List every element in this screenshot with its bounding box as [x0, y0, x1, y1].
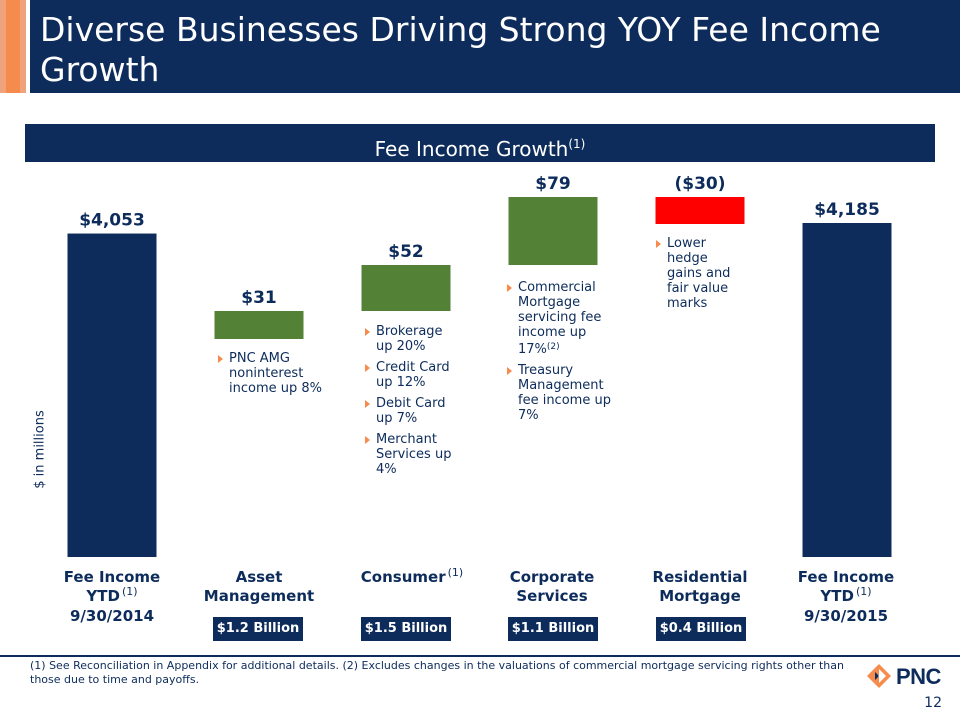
data-label-asset-management: $31 — [241, 288, 277, 308]
bar-residential-mortgage — [655, 197, 745, 224]
category-label-corporate-services: Corporate Services — [509, 568, 595, 605]
bar-asset-management — [214, 311, 304, 339]
bar-consumer — [361, 265, 451, 311]
pnc-logo: PNC — [866, 663, 950, 691]
data-label-start-total: $4,053 — [79, 211, 145, 231]
data-label-consumer: $52 — [388, 242, 424, 262]
corporate-services-notes: Commercial Mortgage servicing fee income… — [505, 280, 613, 429]
footer-divider — [0, 655, 960, 657]
pnc-logo-mark-icon — [867, 664, 891, 688]
residential-mortgage-notes: Lower hedge gains and fair value marks — [654, 236, 738, 317]
footnote: (1) See Reconciliation in Appendix for a… — [30, 659, 844, 686]
section-band: Fee Income Growth(1) — [25, 124, 935, 162]
page-number: 12 — [924, 695, 942, 711]
category-label-consumer: Consumer (1) — [360, 566, 464, 586]
category-label-start: Fee Income YTD (1) 9/30/2014 — [63, 568, 161, 625]
consumer-notes: Brokerage up 20% Credit Card up 12% Debi… — [363, 324, 463, 483]
data-label-corporate-services: $79 — [535, 174, 571, 194]
bullet-item: Debit Card up 7% — [363, 396, 463, 426]
asset-management-size-badge: $1.2 Billion — [213, 617, 303, 641]
bullet-item: Treasury Management fee income up 7% — [505, 363, 613, 423]
corporate-services-size-badge: $1.1 Billion — [508, 617, 598, 641]
page-title: Diverse Businesses Driving Strong YOY Fe… — [40, 10, 881, 89]
category-label-residential-mortgage: Residential Mortgage — [652, 568, 748, 605]
bar-end-total — [802, 223, 892, 557]
header-accent-stripe-inner — [6, 0, 20, 93]
consumer-size-badge: $1.5 Billion — [361, 617, 451, 641]
section-note: (1) — [568, 137, 586, 151]
bar-start-total — [67, 233, 157, 557]
bullet-item: Lower hedge gains and fair value marks — [654, 236, 738, 311]
pnc-logo-text: PNC — [896, 664, 941, 689]
bullet-item: Merchant Services up 4% — [363, 432, 463, 477]
bullet-item: Brokerage up 20% — [363, 324, 463, 354]
header-bar — [30, 0, 960, 93]
bullet-item: Credit Card up 12% — [363, 360, 463, 390]
waterfall-chart: $4,053 $31 $52 $79 ($30) $4,185 — [67, 174, 892, 557]
data-label-end-total: $4,185 — [814, 200, 880, 220]
data-label-residential-mortgage: ($30) — [674, 174, 725, 194]
category-label-asset-management: Asset Management — [203, 568, 315, 605]
residential-mortgage-size-badge: $0.4 Billion — [656, 617, 746, 641]
section-title: Fee Income Growth — [374, 137, 569, 161]
bar-corporate-services — [508, 197, 598, 265]
category-label-end: Fee Income YTD (1) 9/30/2015 — [797, 568, 895, 625]
asset-management-notes: PNC AMG noninterest income up 8% — [216, 351, 326, 402]
bullet-item: Commercial Mortgage servicing fee income… — [505, 280, 613, 357]
bullet-item: PNC AMG noninterest income up 8% — [216, 351, 326, 396]
